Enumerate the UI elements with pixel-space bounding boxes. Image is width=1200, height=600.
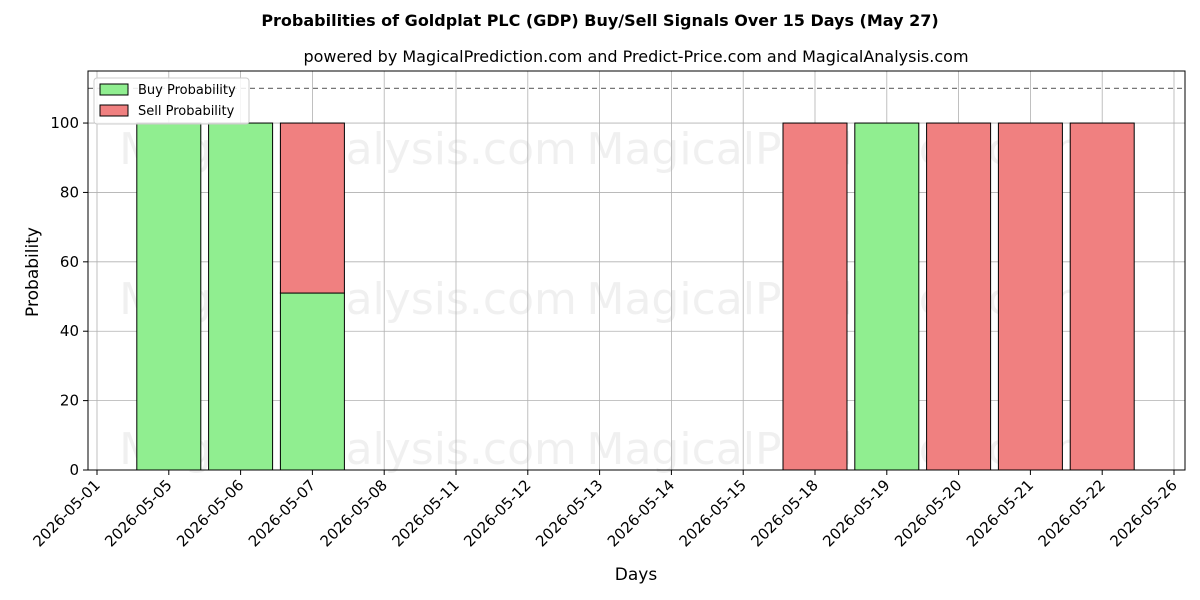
y-tick-label: 20 [60, 392, 79, 410]
legend-swatch-sell [99, 104, 129, 117]
legend-box [93, 77, 250, 125]
y-tick-label: 60 [60, 253, 79, 271]
sell-bar [997, 122, 1063, 471]
legend-swatch-buy [99, 83, 129, 96]
x-tick-label: 2026-05-15 [676, 476, 750, 550]
x-tick-label: 2026-05-07 [245, 476, 319, 550]
x-tick-label: 2026-05-19 [819, 476, 893, 550]
x-tick-label: 2026-05-11 [388, 476, 462, 550]
legend: Buy Probability Sell Probability [93, 77, 250, 125]
legend-label-sell: Sell Probability [138, 104, 235, 119]
sell-bar [279, 122, 345, 294]
y-axis-label: Probability [23, 227, 43, 317]
x-axis-label: Days [615, 565, 658, 585]
x-tick-label: 2026-05-05 [101, 476, 175, 550]
buy-bar [854, 122, 920, 471]
sell-bar [926, 122, 992, 471]
buy-bar [136, 122, 202, 471]
x-tick-label: 2026-05-12 [460, 476, 534, 550]
x-tick-label: 2026-05-13 [532, 476, 606, 550]
x-tick-label: 2026-05-14 [604, 476, 678, 550]
chart-title: Probabilities of Goldplat PLC (GDP) Buy/… [261, 11, 938, 30]
y-tick-label: 80 [60, 183, 79, 201]
sell-bar [1069, 122, 1135, 471]
x-tick-label: 2026-05-18 [747, 476, 821, 550]
bars [136, 122, 1135, 471]
x-tick-label: 2026-05-21 [963, 476, 1037, 550]
sell-bar [782, 122, 848, 471]
chart-subtitle: powered by MagicalPrediction.com and Pre… [303, 47, 968, 66]
x-axis-ticks: 2026-05-012026-05-052026-05-062026-05-07… [29, 470, 1181, 550]
x-tick-label: 2026-05-06 [173, 476, 247, 550]
y-tick-label: 40 [60, 322, 79, 340]
x-tick-label: 2026-05-26 [1106, 476, 1180, 550]
buy-bar [208, 122, 274, 471]
x-tick-label: 2026-05-22 [1035, 476, 1109, 550]
x-tick-label: 2026-05-20 [891, 476, 965, 550]
y-tick-label: 0 [69, 461, 79, 479]
x-tick-label: 2026-05-01 [29, 476, 103, 550]
legend-label-buy: Buy Probability [138, 83, 236, 98]
plot-frame [87, 70, 1186, 471]
buy-bar [279, 292, 345, 471]
x-tick-label: 2026-05-08 [317, 476, 391, 550]
y-tick-label: 100 [50, 114, 79, 132]
y-axis-ticks: 0 20 40 60 80 100 [50, 114, 88, 479]
